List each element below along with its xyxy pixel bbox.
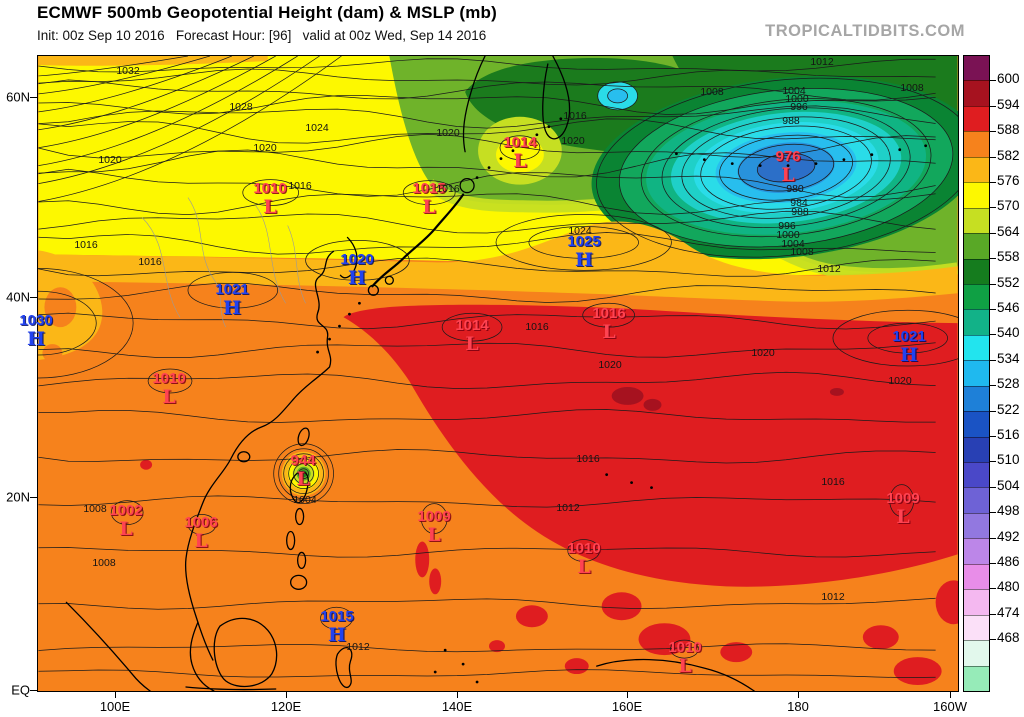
colorbar-tick [990,639,996,641]
colorbar-tick [990,486,996,488]
colorbar-tick-label: 558 [997,249,1020,265]
colorbar-tick-label: 594 [997,96,1020,112]
colorbar-tick [990,512,996,514]
colorbar [963,55,990,692]
colorbar-tick-label: 576 [997,173,1020,188]
colorbar-tick [990,232,996,234]
colorbar-tick [990,410,996,412]
colorbar-tick [990,385,996,387]
colorbar-tick [990,563,996,564]
colorbar-tick [990,613,996,615]
colorbar-tick [990,131,996,133]
lon-tick [115,692,116,698]
colorbar-tick-label: 552 [997,274,1020,290]
colorbar-segment [964,156,989,183]
lon-tick [627,692,628,698]
colorbar-tick-label: 468 [997,630,1020,646]
colorbar-segment [964,80,989,106]
colorbar-tick [990,334,996,336]
colorbar-tick-label: 510 [997,452,1020,468]
colorbar-segment [964,665,989,691]
colorbar-segment [964,589,989,615]
colorbar-tick [990,156,996,158]
colorbar-segment [964,385,989,412]
lon-tick [457,692,458,698]
colorbar-tick-label: 570 [997,198,1020,214]
colorbar-segment [964,512,989,539]
map-art [38,56,958,691]
colorbar-tick-label: 492 [997,528,1020,544]
lon-tick [950,692,951,698]
lat-tick [30,690,37,691]
colorbar-segment [964,462,989,488]
lat-label-40N: 40N [6,289,30,305]
colorbar-tick [990,309,996,310]
colorbar-tick-label: 498 [997,503,1020,519]
colorbar-tick [990,105,996,107]
colorbar-tick-label: 504 [997,477,1020,493]
lat-tick [30,497,37,498]
colorbar-segment [964,105,989,132]
lat-tick [30,97,37,98]
colorbar-tick-label: 540 [997,325,1020,341]
colorbar-tick-label: 564 [997,223,1020,239]
lon-label-100E: 100E [99,699,131,714]
colorbar-tick-label: 486 [997,554,1020,569]
colorbar-segment [964,614,989,641]
colorbar-tick [990,80,996,82]
colorbar-segment [964,131,989,157]
colorbar-segment [964,640,989,666]
colorbar-segment [964,411,989,437]
colorbar-segment [964,258,989,284]
lon-label-120E: 120E [270,699,302,714]
colorbar-tick-label: 588 [997,122,1020,138]
colorbar-tick [990,258,996,260]
colorbar-tick-label: 546 [997,300,1020,315]
colorbar-segment [964,283,989,310]
colorbar-tick [990,207,996,209]
colorbar-tick-label: 534 [997,350,1020,366]
colorbar-tick [990,588,996,590]
lon-tick [798,692,799,698]
colorbar-tick-label: 582 [997,147,1020,163]
lon-label-180: 180 [787,699,809,714]
colorbar-segment [964,207,989,234]
colorbar-tick [990,461,996,463]
colorbar-tick-label: 522 [997,401,1020,417]
lon-label-160W: 160W [933,699,967,714]
page-title: ECMWF 500mb Geopotential Height (dam) & … [37,3,498,22]
colorbar-tick-label: 528 [997,376,1020,392]
lon-tick [286,692,287,698]
map-canvas [37,55,959,692]
colorbar-tick-label: 600 [997,71,1020,87]
colorbar-tick-label: 516 [997,427,1020,442]
colorbar-tick [990,436,996,437]
lat-tick [30,297,37,298]
forecast-subtitle: Init: 00z Sep 10 2016 Forecast Hour: [96… [37,28,487,43]
colorbar-segment [964,563,989,590]
colorbar-tick [990,359,996,361]
lat-label-60N: 60N [6,89,30,105]
colorbar-tick-label: 480 [997,579,1020,595]
colorbar-segment [964,309,989,335]
colorbar-segment [964,334,989,361]
colorbar-segment [964,56,989,81]
colorbar-tick-label: 474 [997,604,1020,620]
colorbar-segment [964,538,989,564]
colorbar-segment [964,360,989,386]
colorbar-segment [964,487,989,513]
colorbar-segment [964,233,989,259]
colorbar-segment [964,436,989,462]
colorbar-tick [990,283,996,285]
colorbar-tick [990,537,996,539]
lon-label-160E: 160E [611,699,643,714]
watermark: TROPICALTIDBITS.COM [765,22,965,40]
lat-label-20N: 20N [6,489,30,505]
lat-label-EQ: EQ [11,682,30,698]
colorbar-segment [964,182,989,208]
lon-label-140E: 140E [441,699,473,714]
colorbar-tick [990,182,996,183]
